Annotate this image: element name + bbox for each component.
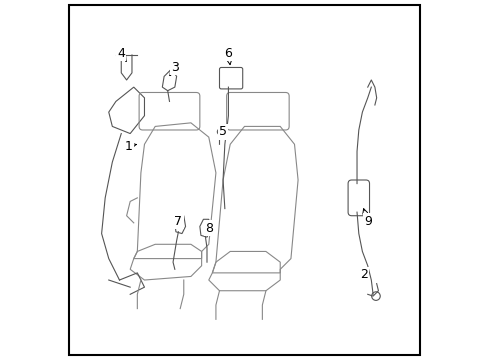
Text: 4: 4: [117, 47, 126, 61]
Text: 7: 7: [174, 215, 182, 228]
Text: 6: 6: [224, 47, 232, 64]
Text: 3: 3: [170, 61, 179, 76]
Text: 5: 5: [219, 125, 226, 138]
Text: 2: 2: [360, 268, 367, 281]
Text: 9: 9: [362, 209, 371, 228]
Text: 1: 1: [124, 140, 136, 153]
Text: 8: 8: [204, 222, 212, 235]
